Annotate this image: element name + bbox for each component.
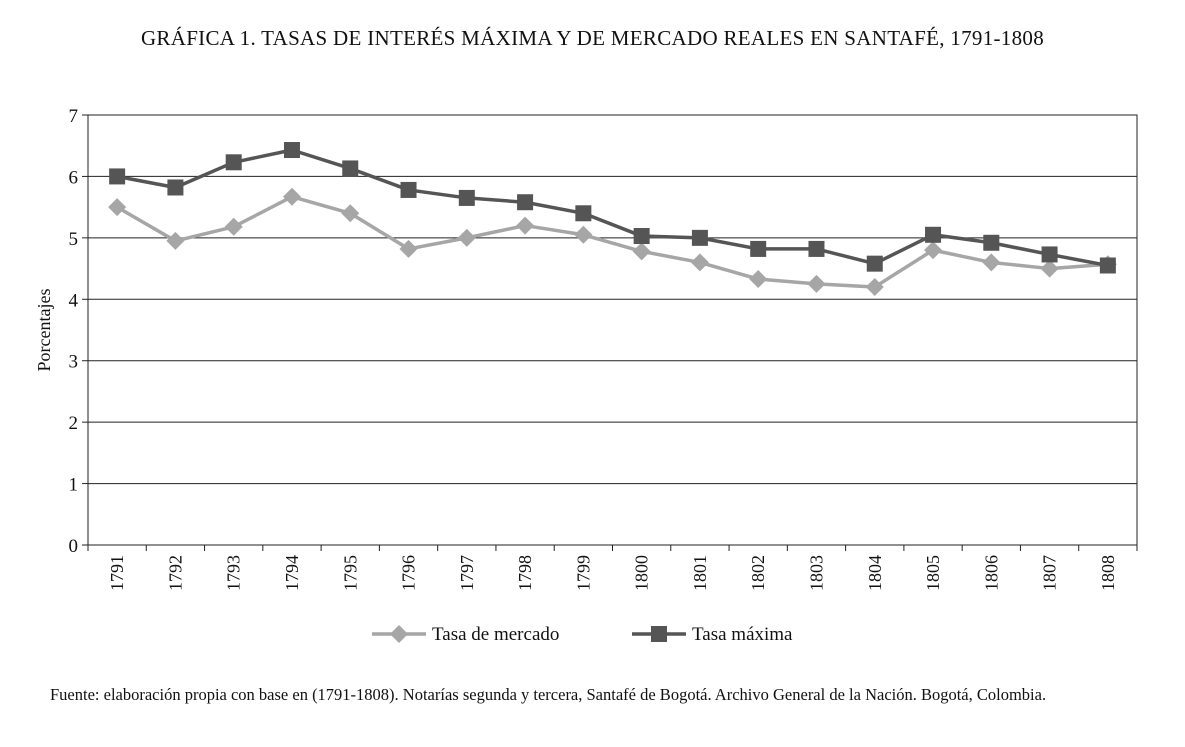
series-tasa-maxima	[109, 142, 1116, 274]
legend-marker	[390, 625, 408, 643]
x-tick-label: 1803	[806, 555, 826, 591]
data-point-1796	[399, 239, 418, 258]
x-tick-label: 1800	[632, 555, 652, 591]
y-axis-ticks: 0 1 2 3 4 5 6 7	[69, 106, 88, 557]
y-tick-label: 1	[69, 475, 79, 496]
y-tick-label: 2	[69, 413, 79, 434]
series-tasa-de-mercado	[108, 187, 1117, 296]
data-point-1793	[225, 154, 242, 171]
data-point-1799	[574, 225, 593, 244]
x-tick-label: 1802	[748, 555, 768, 591]
data-point-1793	[224, 217, 243, 236]
legend-label: Tasa de mercado	[432, 624, 559, 645]
x-tick-label: 1807	[1040, 555, 1060, 591]
plot-area-frame	[87, 114, 1138, 546]
data-point-1799	[575, 205, 592, 222]
y-tick-label: 6	[69, 167, 79, 188]
data-point-1803	[808, 240, 825, 257]
y-tick-label: 4	[69, 290, 79, 311]
data-point-1803	[807, 274, 826, 293]
data-point-1806	[982, 253, 1001, 272]
grid-lines	[88, 175, 1137, 485]
x-tick-label: 1791	[107, 555, 127, 591]
data-point-1802	[750, 240, 767, 257]
chart-title: GRÁFICA 1. TASAS DE INTERÉS MÁXIMA Y DE …	[140, 26, 1045, 50]
series-group	[108, 142, 1117, 296]
series-line	[116, 148, 1109, 268]
data-point-1805	[924, 241, 943, 260]
legend: Tasa de mercado Tasa máxima	[372, 624, 793, 645]
x-tick-label: 1792	[165, 555, 185, 591]
data-point-1798	[516, 216, 535, 235]
y-tick-label: 5	[69, 229, 79, 250]
legend-marker	[651, 626, 667, 642]
data-point-1804	[865, 278, 884, 296]
x-tick-label: 1796	[399, 555, 419, 591]
data-point-1792	[166, 231, 185, 250]
data-point-1808	[1099, 257, 1116, 274]
legend-label: Tasa máxima	[692, 624, 793, 645]
data-point-1792	[167, 179, 184, 196]
x-tick-label: 1805	[923, 555, 943, 591]
data-point-1800	[633, 228, 650, 245]
data-point-1791	[109, 168, 126, 185]
data-point-1801	[690, 253, 709, 272]
data-point-1791	[108, 198, 127, 217]
x-tick-label: 1801	[690, 555, 710, 591]
x-axis-ticks: 1791 1792 1793 1794 1795 1796 1797 1798 1799 1800…	[87, 545, 1138, 591]
source-note: Fuente: elaboración propia con base en (…	[50, 685, 1047, 704]
x-tick-label: 1797	[457, 555, 477, 591]
data-point-1801	[691, 229, 708, 246]
data-point-1805	[925, 226, 942, 243]
y-tick-label: 7	[69, 106, 79, 127]
data-point-1797	[458, 189, 475, 206]
data-point-1798	[517, 194, 534, 211]
data-point-1795	[342, 160, 359, 177]
x-tick-label: 1795	[340, 555, 360, 591]
x-tick-label: 1798	[515, 555, 535, 591]
legend-item: Tasa de mercado	[372, 624, 559, 645]
data-point-1800	[632, 242, 651, 261]
x-tick-label: 1793	[224, 555, 244, 591]
series-line	[116, 194, 1108, 289]
data-point-1794	[282, 187, 301, 206]
data-point-1796	[400, 181, 417, 198]
data-point-1797	[457, 228, 476, 247]
data-point-1804	[866, 255, 883, 272]
y-axis-label: Porcentajes	[34, 289, 54, 372]
data-point-1807	[1041, 246, 1058, 263]
data-point-1806	[983, 234, 1000, 251]
data-point-1807	[1040, 259, 1059, 278]
y-tick-label: 0	[69, 536, 79, 557]
x-tick-label: 1799	[573, 555, 593, 591]
x-tick-label: 1808	[1098, 555, 1118, 591]
legend-item: Tasa máxima	[632, 624, 793, 645]
x-tick-label: 1804	[865, 555, 885, 591]
data-point-1802	[749, 270, 768, 289]
x-tick-label: 1794	[282, 555, 302, 591]
data-point-1794	[283, 142, 300, 159]
y-tick-label: 3	[69, 352, 79, 373]
data-point-1795	[341, 204, 360, 223]
x-tick-label: 1806	[981, 555, 1001, 591]
